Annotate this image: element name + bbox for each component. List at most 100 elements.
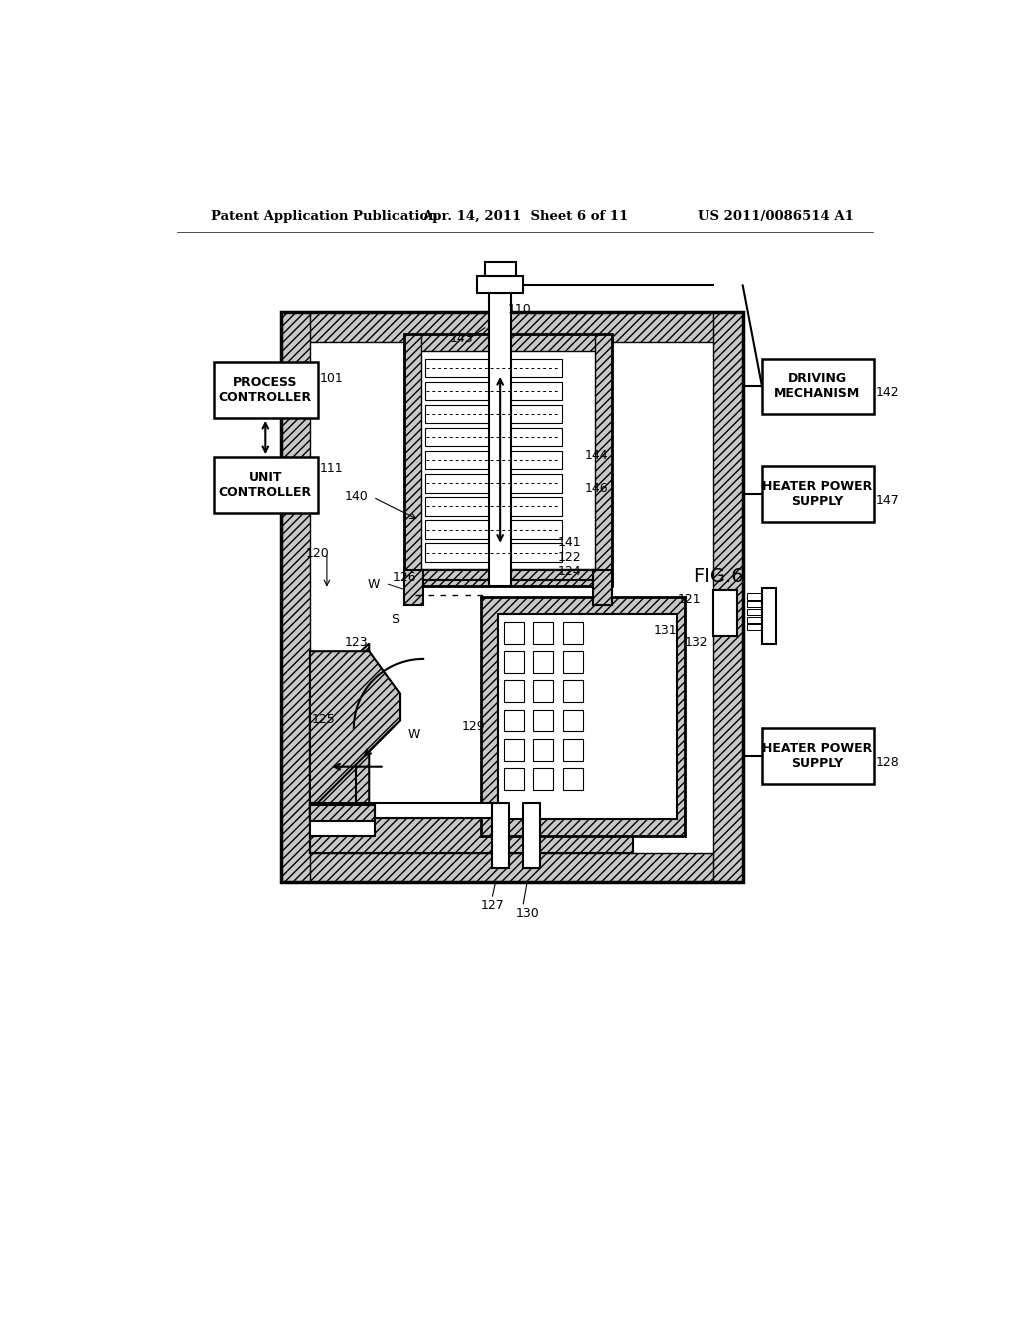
Bar xyxy=(504,622,524,644)
Bar xyxy=(477,276,523,293)
Text: W: W xyxy=(408,729,420,742)
Bar xyxy=(310,803,634,818)
Bar xyxy=(425,474,562,492)
Text: HEATER POWER
SUPPLY: HEATER POWER SUPPLY xyxy=(762,742,872,770)
Bar xyxy=(746,616,762,623)
Text: 127: 127 xyxy=(481,899,505,912)
Bar xyxy=(504,681,524,702)
Bar xyxy=(714,313,742,882)
Text: PROCESS
CONTROLLER: PROCESS CONTROLLER xyxy=(219,376,312,404)
Bar xyxy=(562,622,583,644)
Bar xyxy=(310,342,714,853)
Text: 147: 147 xyxy=(876,494,900,507)
Bar xyxy=(523,803,541,869)
Text: 141: 141 xyxy=(558,536,582,549)
Bar xyxy=(425,520,562,539)
Bar xyxy=(310,805,376,821)
Bar xyxy=(403,569,611,586)
Bar xyxy=(484,263,515,276)
Bar xyxy=(421,351,595,569)
Text: UNIT
CONTROLLER: UNIT CONTROLLER xyxy=(219,471,312,499)
Text: DRIVING
MECHANISM: DRIVING MECHANISM xyxy=(774,372,860,400)
Bar xyxy=(425,405,562,424)
Text: 128: 128 xyxy=(876,756,900,770)
Text: 144: 144 xyxy=(585,449,608,462)
Polygon shape xyxy=(310,651,400,805)
Text: Patent Application Publication: Patent Application Publication xyxy=(211,210,438,223)
Text: 121: 121 xyxy=(677,594,700,606)
Bar xyxy=(425,381,562,400)
Bar xyxy=(423,570,593,579)
Bar xyxy=(534,768,553,789)
Text: 142: 142 xyxy=(876,387,899,400)
Bar xyxy=(310,805,376,836)
Text: S: S xyxy=(391,612,398,626)
Bar xyxy=(534,651,553,673)
Bar xyxy=(534,622,553,644)
Bar xyxy=(425,498,562,516)
Bar xyxy=(595,334,611,586)
Bar xyxy=(281,853,742,882)
Text: 111: 111 xyxy=(319,462,343,475)
Bar xyxy=(562,710,583,731)
Text: 120: 120 xyxy=(306,548,330,560)
Bar xyxy=(762,359,873,414)
Bar xyxy=(504,651,524,673)
Polygon shape xyxy=(310,644,370,853)
Bar xyxy=(534,681,553,702)
Bar xyxy=(746,601,762,607)
Text: HEATER POWER
SUPPLY: HEATER POWER SUPPLY xyxy=(762,480,872,508)
Bar xyxy=(714,590,736,636)
Bar xyxy=(281,313,742,342)
Bar xyxy=(504,739,524,760)
Text: 110: 110 xyxy=(508,304,531,317)
Bar xyxy=(403,570,423,605)
Bar xyxy=(493,803,509,869)
Text: 123: 123 xyxy=(345,636,369,649)
Bar xyxy=(562,768,583,789)
Bar xyxy=(746,624,762,631)
Text: 126: 126 xyxy=(392,572,416,585)
Bar xyxy=(504,768,524,789)
Bar xyxy=(562,651,583,673)
Bar xyxy=(403,334,421,586)
Bar xyxy=(489,293,511,586)
Text: 143: 143 xyxy=(451,333,474,346)
Bar xyxy=(403,334,611,351)
Text: Apr. 14, 2011  Sheet 6 of 11: Apr. 14, 2011 Sheet 6 of 11 xyxy=(422,210,628,223)
Text: 129: 129 xyxy=(462,721,485,734)
Bar xyxy=(281,313,742,882)
Bar xyxy=(425,544,562,562)
Bar xyxy=(762,466,873,521)
Text: 125: 125 xyxy=(311,713,335,726)
Bar xyxy=(425,359,562,378)
Bar xyxy=(214,363,317,418)
Bar xyxy=(310,818,634,853)
Text: US 2011/0086514 A1: US 2011/0086514 A1 xyxy=(698,210,854,223)
Bar xyxy=(498,614,677,818)
Bar xyxy=(562,681,583,702)
Text: 124: 124 xyxy=(558,565,582,578)
Text: 130: 130 xyxy=(515,907,540,920)
Bar xyxy=(746,594,762,599)
Bar xyxy=(281,313,310,882)
Text: 140: 140 xyxy=(345,490,369,503)
Bar xyxy=(310,659,356,813)
Bar xyxy=(534,710,553,731)
Bar xyxy=(762,589,776,644)
Text: 131: 131 xyxy=(654,624,678,638)
Bar xyxy=(593,570,611,605)
Bar xyxy=(562,739,583,760)
Bar xyxy=(425,428,562,446)
Text: 101: 101 xyxy=(319,372,343,385)
Bar xyxy=(762,729,873,784)
Text: 132: 132 xyxy=(685,636,709,649)
Text: W: W xyxy=(368,578,380,591)
Bar xyxy=(214,457,317,512)
Bar xyxy=(504,710,524,731)
Text: FIG.6: FIG.6 xyxy=(692,566,743,586)
Bar xyxy=(403,334,611,586)
Bar xyxy=(534,739,553,760)
Bar xyxy=(746,609,762,615)
Text: 146: 146 xyxy=(585,482,608,495)
